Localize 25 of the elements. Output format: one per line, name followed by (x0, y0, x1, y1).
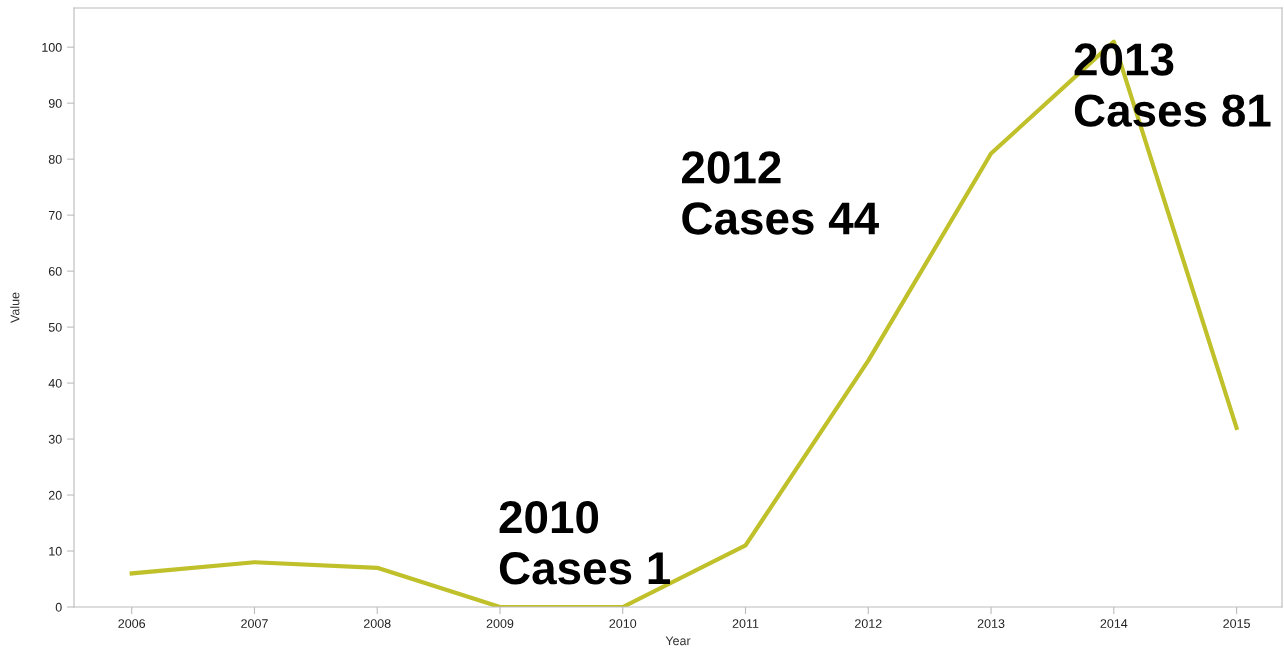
x-axis-title: Year (665, 636, 691, 646)
x-tick-label: 2008 (363, 619, 391, 628)
x-tick-label: 2010 (609, 619, 637, 628)
y-tick-label: 20 (48, 490, 62, 500)
x-tick-label: 2009 (486, 619, 514, 628)
y-tick-label: 90 (48, 98, 62, 108)
y-tick-label: 10 (49, 546, 62, 556)
annotation: 2010 Cases 1 (499, 500, 671, 585)
y-tick-label: 0 (55, 602, 62, 612)
y-tick-label: 100 (42, 42, 62, 52)
x-tick-label: 2014 (1100, 619, 1128, 628)
y-tick-label: 60 (48, 266, 62, 276)
y-tick-label: 70 (48, 210, 62, 220)
x-tick-label: 2015 (1223, 619, 1250, 628)
y-tick-label: 80 (48, 154, 62, 164)
x-tick-label: 2006 (118, 619, 146, 628)
y-axis-title: Value (10, 292, 20, 323)
x-tick-label: 2011 (732, 619, 759, 628)
y-tick-label: 30 (48, 434, 62, 444)
y-tick-label: 40 (48, 378, 62, 388)
y-tick-label: 50 (48, 322, 62, 332)
annotation: 2012 Cases 44 (682, 151, 879, 235)
x-tick-label: 2007 (241, 619, 268, 628)
x-tick-label: 2013 (977, 619, 1005, 628)
x-tick-label: 2012 (855, 619, 882, 628)
